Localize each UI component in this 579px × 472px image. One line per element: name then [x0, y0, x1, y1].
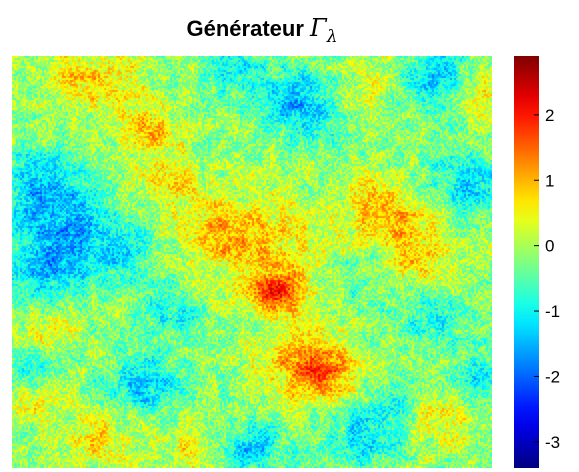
chart-title: Générateur Γλ [0, 14, 524, 47]
title-text: Générateur [186, 16, 304, 41]
colorbar-tick-label: -3 [545, 433, 560, 452]
heatmap-field [12, 56, 492, 468]
colorbar-tick-label: -1 [545, 302, 560, 321]
colorbar-ticks: -3 -2 -1 0 1 2 [534, 106, 560, 452]
colorbar-gradient [514, 56, 539, 468]
colorbar-tick-label: 0 [545, 237, 554, 256]
colorbar-tick-label: 2 [545, 106, 554, 125]
title-subscript: λ [326, 27, 338, 47]
colorbar: -3 -2 -1 0 1 2 [514, 56, 560, 468]
colorbar-tick-label: 1 [545, 171, 554, 190]
colorbar-tick-label: -2 [545, 367, 560, 386]
title-symbol: Γ [310, 14, 327, 42]
